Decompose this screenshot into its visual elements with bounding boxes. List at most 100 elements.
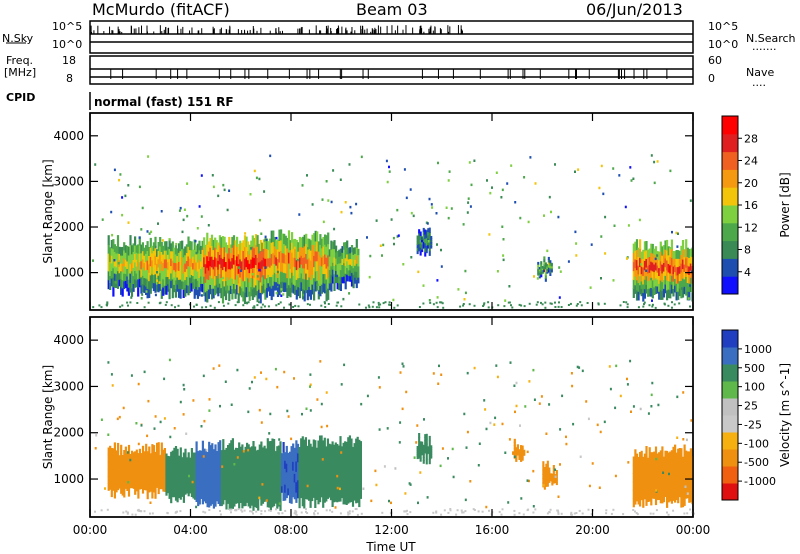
ground-scatter (252, 512, 254, 515)
data-cell (210, 266, 214, 279)
data-cell (350, 265, 354, 273)
data-cell (204, 272, 207, 283)
data-cell (309, 443, 312, 455)
data-cell (359, 469, 362, 480)
data-cell (292, 479, 295, 489)
data-cell (322, 273, 325, 284)
ground-scatter (170, 304, 173, 307)
data-cell (253, 257, 256, 268)
data-cell (118, 460, 121, 467)
data-cell (233, 487, 236, 498)
scatter-echo (501, 225, 504, 228)
ground-scatter (126, 511, 129, 514)
scatter-echo (398, 441, 401, 444)
data-cell (675, 258, 678, 268)
data-cell (346, 267, 349, 275)
data-cell (314, 250, 317, 262)
data-cell (120, 485, 123, 494)
data-cell (319, 254, 322, 266)
scatter-echo (485, 505, 488, 509)
scatter-echo (377, 376, 380, 379)
data-cell (182, 256, 185, 266)
data-cell (120, 278, 123, 288)
data-cell (190, 274, 193, 284)
data-cell (280, 281, 283, 293)
data-cell (640, 266, 643, 275)
data-cell (276, 477, 279, 488)
data-cell (666, 259, 669, 271)
scatter-echo (645, 269, 648, 272)
data-cell (418, 236, 421, 241)
ground-scatter (348, 512, 351, 515)
data-cell (236, 466, 239, 476)
data-cell (546, 270, 549, 273)
scatter-echo (316, 283, 319, 287)
data-cell (688, 459, 691, 469)
scatter-echo (495, 364, 498, 367)
data-cell (291, 232, 294, 243)
data-cell (340, 454, 344, 464)
data-cell (653, 279, 656, 288)
data-cell (118, 246, 121, 254)
data-cell (239, 240, 242, 251)
data-cell (211, 473, 214, 485)
data-cell (680, 487, 683, 498)
data-cell (324, 244, 327, 255)
data-cell (160, 270, 163, 281)
y-tick-label: 4000 (53, 333, 84, 347)
data-cell (647, 494, 650, 502)
data-cell (255, 459, 258, 470)
y-axis-label: Slant Range [km] (41, 365, 55, 469)
scatter-echo (465, 446, 468, 449)
data-cell (326, 468, 329, 479)
scatter-echo (600, 164, 603, 168)
data-cell (302, 267, 305, 279)
data-cell (181, 248, 184, 258)
data-cell (678, 288, 681, 297)
data-cell (347, 459, 350, 471)
data-cell (338, 269, 341, 277)
data-cell (137, 287, 140, 297)
data-cell (222, 493, 225, 505)
data-cell (152, 266, 155, 276)
data-cell (270, 276, 273, 289)
data-cell (329, 453, 333, 464)
ground-scatter (136, 302, 139, 304)
data-cell (659, 485, 662, 495)
data-cell (287, 459, 290, 468)
scatter-echo (614, 474, 617, 478)
data-cell (107, 235, 110, 245)
data-cell (190, 456, 193, 465)
data-cell (162, 477, 165, 485)
data-cell (305, 273, 308, 284)
ground-scatter (284, 509, 287, 512)
data-cell (339, 457, 342, 470)
data-cell (675, 266, 678, 276)
data-cell (124, 280, 127, 288)
data-cell (283, 281, 286, 293)
ground-scatter (651, 305, 654, 308)
scatter-echo (320, 425, 323, 429)
ground-scatter (654, 306, 657, 309)
data-cell (163, 276, 166, 286)
data-cell (686, 273, 689, 283)
data-cell (653, 467, 656, 476)
scatter-echo (321, 488, 324, 492)
data-cell (548, 467, 551, 471)
data-cell (349, 269, 352, 277)
data-cell (156, 270, 159, 278)
ground-scatter (229, 508, 231, 511)
data-cell (154, 482, 157, 492)
data-cell (225, 242, 228, 253)
data-cell (291, 252, 294, 263)
data-cell (258, 262, 261, 272)
ground-scatter (260, 510, 263, 512)
data-cell (145, 482, 148, 491)
data-cell (292, 443, 295, 453)
data-cell (288, 468, 292, 478)
data-cell (551, 475, 554, 478)
scatter-echo (600, 277, 602, 280)
data-cell (342, 483, 345, 495)
data-cell (168, 484, 171, 492)
data-cell (256, 279, 259, 292)
